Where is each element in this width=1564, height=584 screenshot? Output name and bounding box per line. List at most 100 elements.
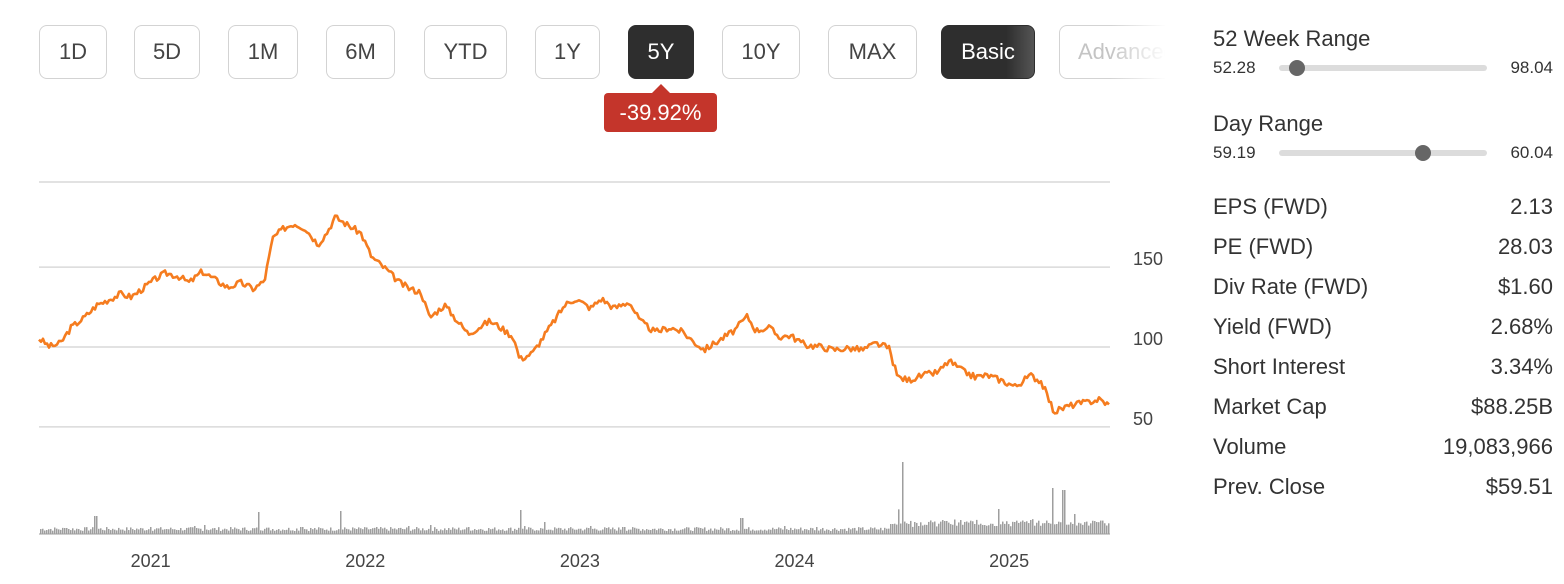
- period-button-max[interactable]: MAX: [828, 25, 917, 79]
- volume-bar: [390, 527, 392, 534]
- volume-bar: [550, 529, 552, 534]
- volume-bar: [564, 528, 566, 534]
- volume-bar: [964, 521, 966, 534]
- volume-bar: [350, 530, 352, 534]
- volume-bar: [746, 528, 748, 534]
- volume-bar: [66, 528, 68, 534]
- volume-bar: [546, 529, 548, 534]
- volume-bar: [1062, 490, 1064, 534]
- volume-bar: [862, 527, 864, 534]
- volume-bar: [220, 530, 222, 534]
- volume-bar: [802, 530, 804, 534]
- volume-bar: [486, 530, 488, 534]
- volume-bar: [906, 523, 908, 534]
- volume-bar: [916, 522, 918, 534]
- stat-row-div-rate: Div Rate (FWD) $1.60: [1213, 267, 1553, 307]
- volume-bar: [198, 528, 200, 534]
- volume-bar: [454, 528, 456, 534]
- volume-bar: [430, 525, 432, 534]
- volume-bar: [820, 529, 822, 534]
- volume-bar: [1014, 522, 1016, 534]
- volume-bar: [786, 529, 788, 534]
- volume-bar: [680, 529, 682, 534]
- volume-bar: [748, 527, 750, 534]
- period-button-5d[interactable]: 5D: [134, 25, 200, 79]
- volume-bar: [632, 527, 634, 534]
- volume-bar: [602, 529, 604, 534]
- week52-high: 98.04: [1510, 58, 1553, 77]
- volume-bar: [924, 524, 926, 534]
- volume-bar: [932, 522, 934, 534]
- volume-bar: [82, 530, 84, 534]
- volume-bar: [612, 527, 614, 534]
- volume-bar: [780, 528, 782, 534]
- volume-bar: [124, 530, 126, 534]
- stat-value: $59.51: [1485, 474, 1553, 499]
- volume-bar: [266, 527, 268, 534]
- period-button-5y[interactable]: 5Y: [628, 25, 694, 79]
- volume-bar: [968, 522, 970, 534]
- volume-bar: [322, 528, 324, 534]
- volume-bar: [210, 529, 212, 534]
- volume-bar: [976, 519, 978, 534]
- volume-bar: [70, 530, 72, 534]
- stat-label: Volume: [1213, 434, 1287, 459]
- volume-bar: [208, 530, 210, 534]
- volume-bar: [478, 529, 480, 534]
- volume-bar: [738, 530, 740, 534]
- view-button-basic[interactable]: Basic: [941, 25, 1035, 79]
- volume-bar: [754, 530, 756, 534]
- volume-bar: [80, 530, 82, 534]
- period-button-ytd[interactable]: YTD: [424, 25, 507, 79]
- period-button-1m[interactable]: 1M: [228, 25, 298, 79]
- volume-bar: [1040, 525, 1042, 534]
- volume-bar: [184, 529, 186, 534]
- volume-bar: [828, 529, 830, 534]
- volume-bar: [604, 527, 606, 534]
- volume-bar: [1010, 526, 1012, 534]
- volume-bar: [466, 527, 468, 534]
- volume-bar: [970, 520, 972, 534]
- volume-bar: [118, 527, 120, 534]
- volume-bar: [186, 527, 188, 534]
- period-button-6m[interactable]: 6M: [326, 25, 395, 79]
- period-button-1y[interactable]: 1Y: [535, 25, 600, 79]
- volume-bar: [816, 527, 818, 534]
- volume-bar: [52, 530, 54, 534]
- volume-bar: [1064, 490, 1066, 534]
- volume-bar: [608, 527, 610, 534]
- volume-bar: [290, 530, 292, 534]
- volume-bar: [192, 527, 194, 534]
- volume-bar: [476, 529, 478, 534]
- volume-bar: [1092, 520, 1094, 534]
- volume-bar: [44, 530, 46, 534]
- volume-bar: [900, 523, 902, 534]
- volume-bar: [136, 528, 138, 534]
- volume-bar: [78, 529, 80, 534]
- week52-low: 52.28: [1213, 58, 1256, 77]
- volume-bar: [942, 520, 944, 534]
- week52-range-label: 52 Week Range: [1213, 26, 1371, 51]
- volume-bar: [218, 527, 220, 534]
- volume-bar: [682, 529, 684, 534]
- volume-bar: [396, 529, 398, 534]
- volume-bar: [246, 529, 248, 534]
- volume-bar: [174, 529, 176, 534]
- volume-bar: [254, 528, 256, 534]
- volume-bar: [514, 528, 516, 534]
- volume-bar: [890, 524, 892, 534]
- volume-bar: [946, 521, 948, 534]
- volume-bar: [952, 524, 954, 534]
- volume-bar: [578, 528, 580, 534]
- volume-bar: [470, 530, 472, 534]
- volume-bar: [224, 528, 226, 534]
- volume-bar: [404, 529, 406, 534]
- volume-bar: [42, 528, 44, 534]
- volume-bar: [692, 530, 694, 534]
- volume-bar: [1008, 524, 1010, 534]
- volume-bar: [894, 523, 896, 534]
- period-button-10y[interactable]: 10Y: [722, 25, 800, 79]
- volume-bar: [326, 529, 328, 534]
- volume-bar: [666, 530, 668, 534]
- period-button-1d[interactable]: 1D: [39, 25, 107, 79]
